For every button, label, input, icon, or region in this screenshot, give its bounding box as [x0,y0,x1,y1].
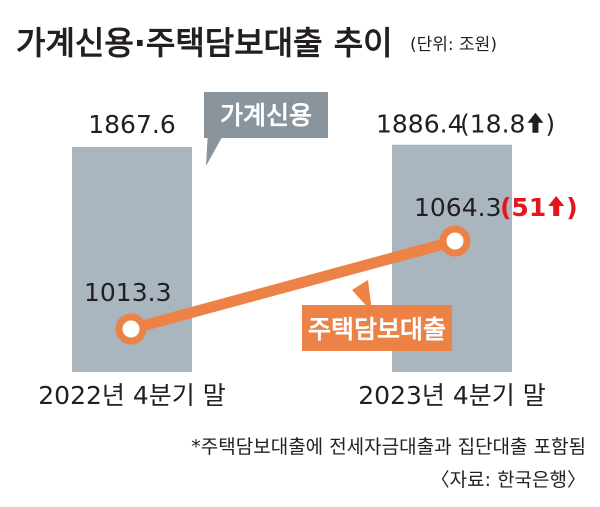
bar-change-label: (18.8 [460,110,525,139]
up-arrow-icon [527,112,544,133]
callout-box [204,92,328,138]
bar-value-label-2023: 1886.4 [376,110,463,139]
bar-change-close-paren: ) [545,110,555,139]
up-arrow-icon [548,196,565,216]
line-value-label-2022: 1013.3 [84,278,171,307]
chart-unit: (단위: 조원) [410,35,497,55]
callout-box [302,305,452,351]
source-label: 〈자료: 한국은행〉 [431,469,586,491]
footnote: *주택담보대출에 전세자금대출과 집단대출 포함됨 [191,436,586,458]
line-series-mortgage [125,235,461,335]
callout-pointer [206,130,226,166]
x-tick-label-2022: 2022년 4분기 말 [38,381,225,410]
bar-value-label-2022: 1867.6 [88,110,175,139]
bar-series-callout: 가계신용 [204,92,328,166]
callout-pointer [352,280,372,312]
line-change-label: (51 [500,193,546,222]
line-series-callout: 주택담보대출 [302,280,452,351]
chart-title: 가계신용·주택담보대출 추이 [16,24,393,62]
x-tick-label-2023: 2023년 4분기 말 [358,381,545,410]
line-change-close-paren: ) [566,193,577,222]
line-point-2023 [439,225,471,257]
legend-line-series: 주택담보대출 [308,315,446,344]
line-value-label-2023: 1064.3 [414,193,501,222]
line-point-2022 [115,313,147,345]
legend-bar-series: 가계신용 [220,101,312,130]
